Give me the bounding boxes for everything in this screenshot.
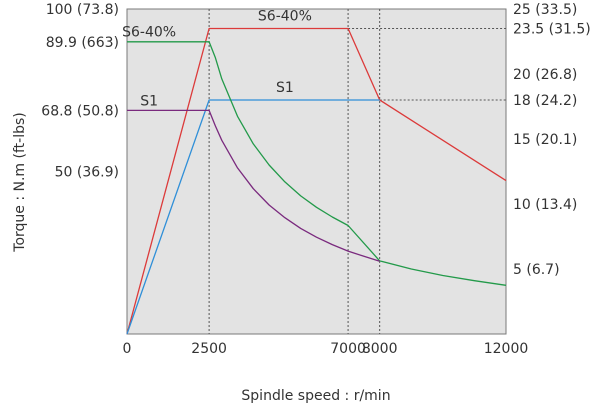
x-tick-label-3: 8000 xyxy=(362,341,398,357)
y-axis-label: Torque : N.m (ft-lbs) xyxy=(12,112,28,252)
series-line-2 xyxy=(127,41,507,286)
x-tick-label-2: 7000 xyxy=(330,341,366,357)
x-tick-label-4: 12000 xyxy=(484,341,529,357)
series-label-3: S1 xyxy=(140,94,158,110)
y-right-tick-label-1: 23.5 (31.5) xyxy=(513,22,591,38)
x-axis-label: Spindle speed : r/min xyxy=(241,388,390,404)
series-line-3 xyxy=(127,109,380,262)
series-label-1: S1 xyxy=(276,80,294,96)
x-tick-label-0: 0 xyxy=(123,341,132,357)
y-right-tick-label-2: 20 (26.8) xyxy=(513,67,577,83)
series-label-2: S6-40% xyxy=(122,25,176,41)
y-left-tick-label-0: 100 (73.8) xyxy=(46,2,119,18)
y-left-tick-label-3: 50 (36.9) xyxy=(55,165,119,181)
series-line-1 xyxy=(126,99,380,335)
y-right-tick-label-3: 18 (24.2) xyxy=(513,93,577,109)
series-line-0 xyxy=(126,27,507,335)
y-left-tick-label-1: 89.9 (663) xyxy=(46,35,119,51)
x-tick-label-1: 2500 xyxy=(191,341,227,357)
y-right-tick-label-0: 25 (33.5) xyxy=(513,2,577,18)
y-right-tick-label-5: 10 (13.4) xyxy=(513,197,577,213)
y-right-tick-label-4: 15 (20.1) xyxy=(513,132,577,148)
plot-area xyxy=(126,8,507,335)
y-left-tick-label-2: 68.8 (50.8) xyxy=(41,103,119,119)
y-right-tick-label-6: 5 (6.7) xyxy=(513,262,560,278)
series-label-0: S6-40% xyxy=(258,9,312,25)
